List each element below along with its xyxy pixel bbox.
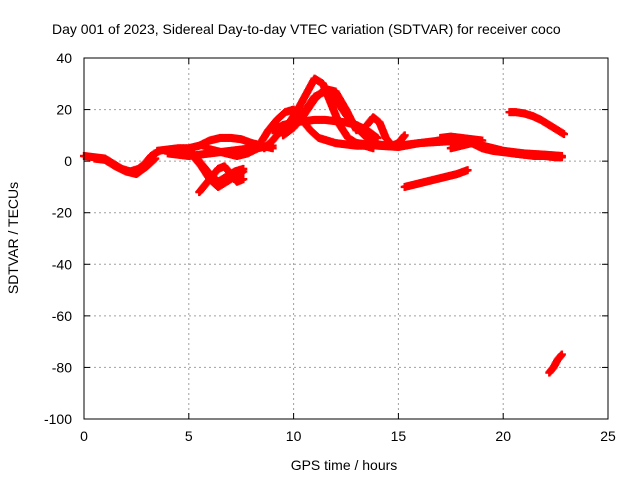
y-tick-label: 0 <box>64 153 72 169</box>
series-arc-19 <box>505 108 568 139</box>
x-tick-label: 15 <box>391 428 407 444</box>
series-arc-6 <box>188 151 248 191</box>
series-arc-21 <box>545 350 566 377</box>
y-tick-label: 40 <box>56 50 72 66</box>
data-point <box>151 154 160 163</box>
y-axis-label: SDTVAR / TECUs <box>5 182 21 294</box>
y-tick-label: -60 <box>52 308 72 324</box>
x-axis-label: GPS time / hours <box>291 457 398 473</box>
series-arc-2 <box>90 154 160 179</box>
x-tick-label: 5 <box>185 428 193 444</box>
series-arc-18 <box>446 139 566 162</box>
data-point <box>239 167 248 176</box>
y-tick-label: -80 <box>52 359 72 375</box>
y-tick-label: -100 <box>44 411 72 427</box>
series-arc-7 <box>195 162 248 197</box>
y-tick-label: -20 <box>52 205 72 221</box>
x-tick-label: 0 <box>80 428 88 444</box>
y-tick-label: 20 <box>56 102 72 118</box>
data-point <box>463 166 472 175</box>
x-tick-label: 25 <box>600 428 616 444</box>
y-tick-label: -40 <box>52 256 72 272</box>
data-point <box>557 153 566 162</box>
data-point <box>557 350 566 359</box>
plot-frame <box>83 57 609 420</box>
ticks: 0 5 10 15 20 25 -100 -80 -60 -40 -20 0 20 40 <box>44 50 616 444</box>
data-point <box>559 130 568 139</box>
data-point <box>239 175 248 184</box>
series-arc-13 <box>289 87 382 148</box>
x-tick-label: 20 <box>495 428 511 444</box>
chart-title: Day 001 of 2023, Sidereal Day-to-day VTE… <box>52 21 561 37</box>
series-arc-20 <box>400 166 472 191</box>
data-points <box>80 74 568 377</box>
data-point <box>400 131 409 140</box>
x-tick-label: 10 <box>286 428 302 444</box>
